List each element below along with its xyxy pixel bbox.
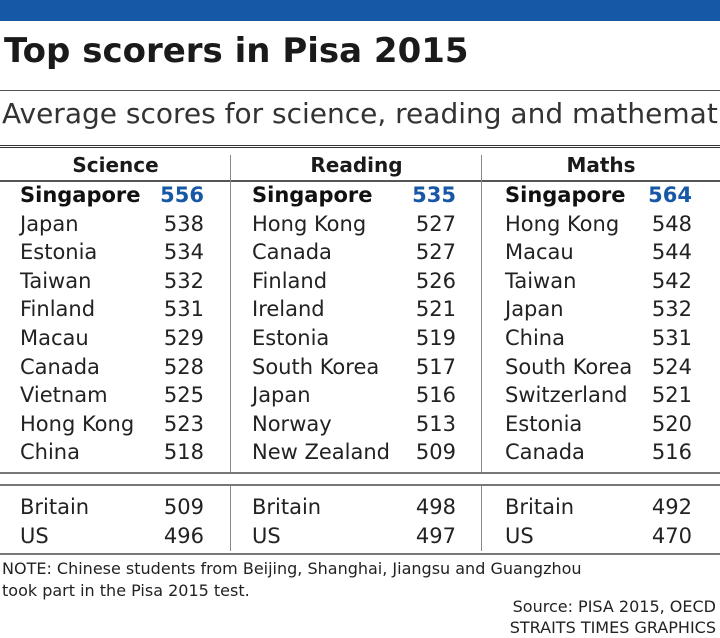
country-score: 556 <box>160 183 204 207</box>
country-name: Japan <box>20 211 79 236</box>
country-score: 516 <box>415 383 456 408</box>
country-score: 470 <box>651 524 692 548</box>
country-score: 524 <box>651 354 692 379</box>
country-score: 527 <box>415 240 456 265</box>
column-header-maths: Maths <box>566 153 636 177</box>
country-score: 509 <box>415 440 456 465</box>
country-score: 496 <box>163 524 204 548</box>
country-name: US <box>505 524 534 548</box>
country-score: 526 <box>415 268 456 293</box>
source-credit: Source: PISA 2015, OECD STRAITS TIMES GR… <box>510 596 716 638</box>
country-name: Hong Kong <box>252 211 367 236</box>
country-name: Hong Kong <box>20 411 135 436</box>
top-group-rule <box>0 472 720 474</box>
country-name: Britain <box>505 495 575 519</box>
column-header-science: Science <box>72 153 159 177</box>
country-name: Hong Kong <box>505 211 620 236</box>
country-name: Switzerland <box>505 383 628 408</box>
country-score: 517 <box>415 354 456 379</box>
country-name: Japan <box>505 297 564 322</box>
country-score: 520 <box>651 411 692 436</box>
column-divider <box>481 486 482 551</box>
country-name: Macau <box>505 240 574 265</box>
country-score: 544 <box>651 240 692 265</box>
country-name: Singapore <box>252 183 373 207</box>
country-name: US <box>252 524 281 548</box>
country-name: Canada <box>252 240 332 265</box>
country-name: Estonia <box>252 326 330 350</box>
country-score: 548 <box>651 211 692 236</box>
column-header-reading: Reading <box>310 153 403 177</box>
country-name: China <box>20 440 80 465</box>
country-name: Britain <box>252 495 322 519</box>
country-name: Estonia <box>505 411 583 436</box>
country-name: Finland <box>20 297 96 322</box>
country-score: 509 <box>163 495 204 519</box>
brand-bar <box>0 0 720 21</box>
country-name: Singapore <box>505 183 626 207</box>
table-bottom-rule <box>0 553 720 555</box>
country-score: 564 <box>648 183 692 207</box>
country-score: 535 <box>412 183 456 207</box>
country-name: New Zealand <box>252 440 390 465</box>
country-score: 523 <box>163 411 204 436</box>
country-score: 527 <box>415 211 456 236</box>
country-name: Taiwan <box>505 268 577 293</box>
country-name: Macau <box>20 326 89 350</box>
country-score: 534 <box>163 240 204 265</box>
country-score: 497 <box>415 524 456 548</box>
country-score: 538 <box>163 211 204 236</box>
country-score: 498 <box>415 495 456 519</box>
country-name: Singapore <box>20 183 141 207</box>
country-score: 521 <box>651 383 692 408</box>
country-name: Vietnam <box>20 383 108 408</box>
country-name: Taiwan <box>20 268 92 293</box>
country-name: Estonia <box>20 240 98 265</box>
title-rule <box>0 90 720 91</box>
country-name: South Korea <box>505 354 633 379</box>
country-score: 529 <box>163 326 204 350</box>
subtitle-rule <box>0 145 720 151</box>
country-score: 492 <box>651 495 692 519</box>
country-score: 528 <box>163 354 204 379</box>
country-score: 542 <box>651 268 692 293</box>
chart-title: Top scorers in Pisa 2015 <box>4 31 469 71</box>
country-score: 525 <box>163 383 204 408</box>
country-score: 531 <box>651 326 692 350</box>
credit-line: STRAITS TIMES GRAPHICS <box>509 618 716 637</box>
chart-subtitle: Average scores for science, reading and … <box>2 97 720 130</box>
country-score: 532 <box>163 268 204 293</box>
country-name: Japan <box>252 383 311 408</box>
country-name: China <box>505 326 565 350</box>
country-score: 518 <box>163 440 204 465</box>
extra-group-rule-top <box>0 484 720 486</box>
country-name: US <box>20 524 49 548</box>
column-divider <box>230 155 231 472</box>
country-score: 531 <box>163 297 204 322</box>
country-name: Ireland <box>252 297 325 322</box>
footnote: NOTE: Chinese students from Beijing, Sha… <box>2 559 582 600</box>
column-divider <box>230 486 231 551</box>
source-line: Source: PISA 2015, OECD <box>512 597 716 616</box>
country-name: Norway <box>252 411 332 436</box>
country-score: 521 <box>415 297 456 322</box>
country-score: 513 <box>415 411 456 436</box>
country-score: 516 <box>651 440 692 465</box>
country-score: 519 <box>415 326 456 350</box>
column-divider <box>481 155 482 472</box>
country-name: Canada <box>20 354 100 379</box>
country-name: Canada <box>505 440 585 465</box>
country-score: 532 <box>651 297 692 322</box>
country-name: Finland <box>252 268 328 293</box>
country-name: Britain <box>20 495 90 519</box>
country-name: South Korea <box>252 354 380 379</box>
header-rule <box>0 180 720 182</box>
